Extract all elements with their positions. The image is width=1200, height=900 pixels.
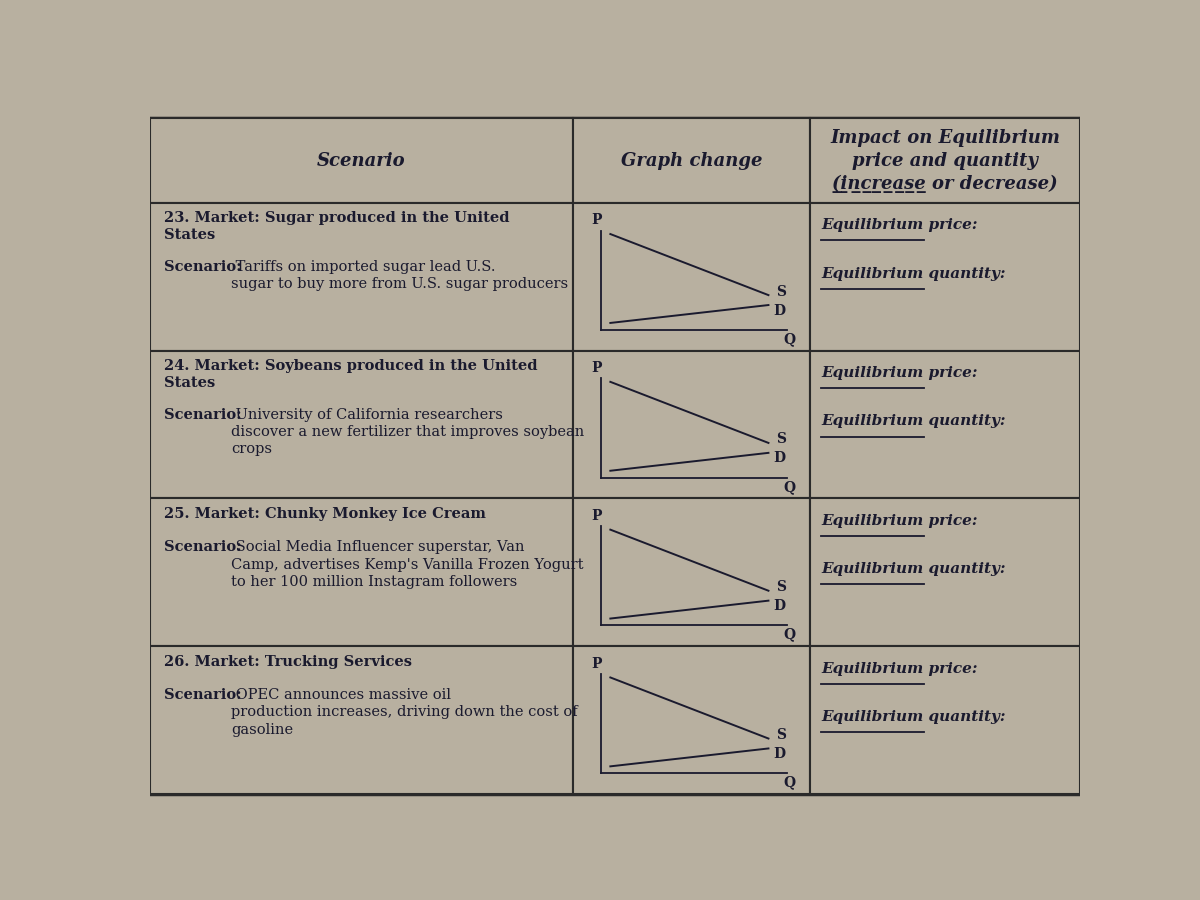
Text: Equilibrium price:: Equilibrium price: bbox=[822, 218, 978, 232]
Text: S: S bbox=[776, 284, 786, 299]
Text: Graph change: Graph change bbox=[620, 151, 762, 169]
Text: Scenario:: Scenario: bbox=[164, 688, 241, 702]
Text: D: D bbox=[773, 599, 785, 613]
Text: 24. Market: Soybeans produced in the United
States: 24. Market: Soybeans produced in the Uni… bbox=[164, 359, 538, 391]
Text: Equilibrium price:: Equilibrium price: bbox=[822, 366, 978, 380]
Text: Impact on Equilibrium: Impact on Equilibrium bbox=[830, 129, 1060, 147]
Text: Equilibrium quantity:: Equilibrium quantity: bbox=[822, 710, 1006, 724]
Text: D: D bbox=[773, 747, 785, 761]
Text: P: P bbox=[592, 361, 601, 375]
Text: Equilibrium price:: Equilibrium price: bbox=[822, 662, 978, 676]
Text: University of California researchers
discover a new fertilizer that improves soy: University of California researchers dis… bbox=[230, 408, 584, 456]
Bar bbox=[810, 499, 1080, 646]
Text: Q: Q bbox=[784, 776, 796, 789]
Text: S: S bbox=[776, 433, 786, 446]
Text: Equilibrium quantity:: Equilibrium quantity: bbox=[822, 414, 1006, 428]
Text: Tariffs on imported sugar lead U.S.
sugar to buy more from U.S. sugar producers: Tariffs on imported sugar lead U.S. suga… bbox=[230, 260, 568, 292]
Text: Equilibrium quantity:: Equilibrium quantity: bbox=[822, 562, 1006, 576]
Text: D: D bbox=[773, 303, 785, 318]
Text: P: P bbox=[592, 213, 601, 227]
Text: D: D bbox=[773, 452, 785, 465]
Bar bbox=[150, 646, 574, 794]
Text: price and quantity: price and quantity bbox=[852, 151, 1038, 169]
Bar bbox=[574, 499, 810, 646]
Bar bbox=[810, 646, 1080, 794]
Bar bbox=[810, 202, 1080, 351]
Text: Q: Q bbox=[784, 480, 796, 494]
Text: OPEC announces massive oil
production increases, driving down the cost of
gasoli: OPEC announces massive oil production in… bbox=[230, 688, 577, 737]
Text: Scenario: Scenario bbox=[317, 151, 406, 169]
Bar bbox=[150, 202, 574, 351]
Bar bbox=[150, 499, 574, 646]
Text: Equilibrium quantity:: Equilibrium quantity: bbox=[822, 266, 1006, 281]
Bar bbox=[574, 202, 810, 351]
Text: Scenario:: Scenario: bbox=[164, 540, 241, 554]
Bar bbox=[150, 119, 574, 202]
Text: Scenario:: Scenario: bbox=[164, 260, 241, 274]
Bar bbox=[574, 119, 810, 202]
Text: 25. Market: Chunky Monkey Ice Cream: 25. Market: Chunky Monkey Ice Cream bbox=[164, 507, 486, 521]
Text: Scenario:: Scenario: bbox=[164, 408, 241, 422]
Text: Equilibrium price:: Equilibrium price: bbox=[822, 514, 978, 527]
Text: Q: Q bbox=[784, 332, 796, 346]
Text: 23. Market: Sugar produced in the United
States: 23. Market: Sugar produced in the United… bbox=[164, 212, 510, 242]
Bar bbox=[810, 351, 1080, 499]
Bar bbox=[574, 646, 810, 794]
Text: (̲i̲n̲c̲r̲e̲a̲s̲e̲ or decrease): (̲i̲n̲c̲r̲e̲a̲s̲e̲ or decrease) bbox=[833, 175, 1058, 193]
Text: S: S bbox=[776, 580, 786, 594]
Bar bbox=[810, 119, 1080, 202]
Text: P: P bbox=[592, 508, 601, 523]
Text: S: S bbox=[776, 728, 786, 742]
Bar bbox=[150, 351, 574, 499]
Text: Q: Q bbox=[784, 627, 796, 642]
Text: P: P bbox=[592, 656, 601, 670]
Bar bbox=[574, 351, 810, 499]
Text: 26. Market: Trucking Services: 26. Market: Trucking Services bbox=[164, 654, 412, 669]
Text: Social Media Influencer superstar, Van
Camp, advertises Kemp's Vanilla Frozen Yo: Social Media Influencer superstar, Van C… bbox=[230, 540, 583, 589]
